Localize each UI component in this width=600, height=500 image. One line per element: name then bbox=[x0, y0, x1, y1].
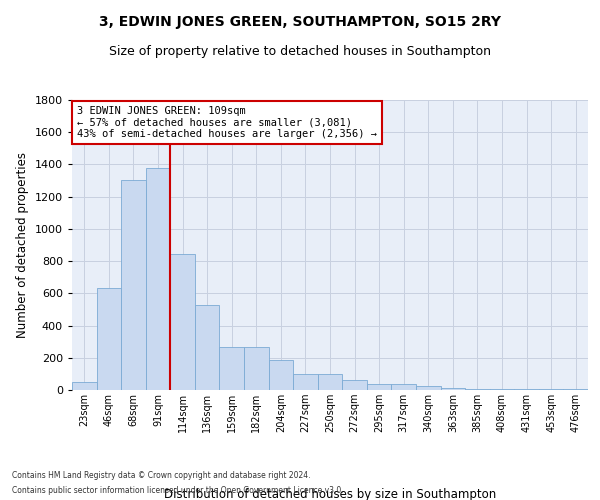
Bar bbox=[465, 389, 490, 390]
Bar bbox=[195, 306, 220, 390]
Bar bbox=[563, 389, 588, 390]
Bar bbox=[416, 386, 440, 390]
X-axis label: Distribution of detached houses by size in Southampton: Distribution of detached houses by size … bbox=[164, 488, 496, 500]
Bar bbox=[490, 389, 514, 390]
Bar bbox=[97, 288, 121, 390]
Text: 3 EDWIN JONES GREEN: 109sqm
← 57% of detached houses are smaller (3,081)
43% of : 3 EDWIN JONES GREEN: 109sqm ← 57% of det… bbox=[77, 106, 377, 139]
Bar bbox=[72, 382, 97, 390]
Bar bbox=[146, 168, 170, 390]
Bar bbox=[391, 384, 416, 390]
Bar bbox=[342, 380, 367, 390]
Bar bbox=[269, 360, 293, 390]
Bar bbox=[244, 346, 269, 390]
Bar bbox=[539, 389, 563, 390]
Text: Contains HM Land Registry data © Crown copyright and database right 2024.: Contains HM Land Registry data © Crown c… bbox=[12, 471, 311, 480]
Bar bbox=[220, 346, 244, 390]
Bar bbox=[440, 388, 465, 390]
Text: Size of property relative to detached houses in Southampton: Size of property relative to detached ho… bbox=[109, 45, 491, 58]
Bar bbox=[367, 384, 391, 390]
Text: 3, EDWIN JONES GREEN, SOUTHAMPTON, SO15 2RY: 3, EDWIN JONES GREEN, SOUTHAMPTON, SO15 … bbox=[99, 15, 501, 29]
Y-axis label: Number of detached properties: Number of detached properties bbox=[16, 152, 29, 338]
Bar bbox=[293, 374, 318, 390]
Bar bbox=[121, 180, 146, 390]
Bar bbox=[170, 254, 195, 390]
Text: Contains public sector information licensed under the Open Government Licence v3: Contains public sector information licen… bbox=[12, 486, 344, 495]
Bar bbox=[514, 389, 539, 390]
Bar bbox=[318, 374, 342, 390]
